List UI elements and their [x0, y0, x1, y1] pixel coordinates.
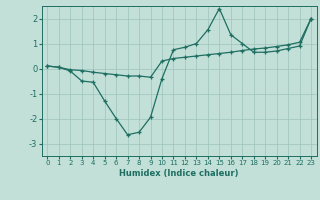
X-axis label: Humidex (Indice chaleur): Humidex (Indice chaleur)	[119, 169, 239, 178]
